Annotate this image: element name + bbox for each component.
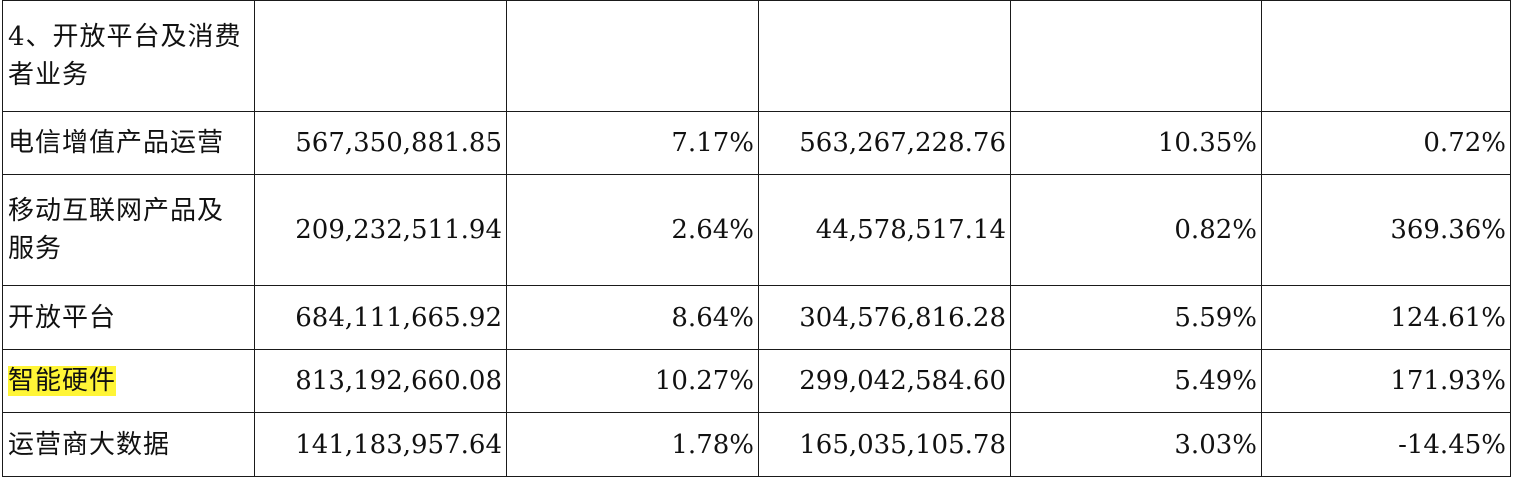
amount-prior: 44,578,517.14 [758, 174, 1011, 286]
ratio-current: 7.17% [506, 111, 759, 175]
section-header-row: 4、开放平台及消费者业务 [2, 0, 1511, 112]
empty-cell [506, 0, 759, 112]
amount-prior: 304,576,816.28 [758, 285, 1011, 350]
table-row: 智能硬件 813,192,660.08 10.27% 299,042,584.6… [2, 349, 1511, 413]
section-title-cell: 4、开放平台及消费者业务 [2, 0, 255, 112]
amount-current: 567,350,881.85 [254, 111, 507, 175]
table-row: 开放平台 684,111,665.92 8.64% 304,576,816.28… [2, 285, 1511, 350]
change-rate: 171.93% [1261, 349, 1511, 413]
change-rate: 0.72% [1261, 111, 1511, 175]
row-label-cell: 智能硬件 [2, 349, 255, 413]
empty-cell [758, 0, 1011, 112]
row-label: 智能硬件 [8, 366, 117, 396]
change-rate: 369.36% [1261, 174, 1511, 286]
empty-cell [1010, 0, 1262, 112]
table-row: 电信增值产品运营 567,350,881.85 7.17% 563,267,22… [2, 111, 1511, 175]
ratio-prior: 5.49% [1010, 349, 1262, 413]
amount-current: 813,192,660.08 [254, 349, 507, 413]
table-row: 运营商大数据 141,183,957.64 1.78% 165,035,105.… [2, 412, 1511, 477]
amount-prior: 165,035,105.78 [758, 412, 1011, 477]
row-label: 开放平台 [2, 285, 255, 350]
ratio-prior: 5.59% [1010, 285, 1262, 350]
ratio-prior: 3.03% [1010, 412, 1262, 477]
ratio-current: 1.78% [506, 412, 759, 477]
amount-prior: 563,267,228.76 [758, 111, 1011, 175]
amount-prior: 299,042,584.60 [758, 349, 1011, 413]
empty-cell [1261, 0, 1511, 112]
amount-current: 141,183,957.64 [254, 412, 507, 477]
ratio-current: 2.64% [506, 174, 759, 286]
empty-cell [254, 0, 507, 112]
section-title: 4、开放平台及消费者业务 [8, 22, 242, 90]
table-row: 移动互联网产品及服务 209,232,511.94 2.64% 44,578,5… [2, 174, 1511, 286]
ratio-prior: 10.35% [1010, 111, 1262, 175]
ratio-prior: 0.82% [1010, 174, 1262, 286]
ratio-current: 8.64% [506, 285, 759, 350]
row-label: 电信增值产品运营 [2, 111, 255, 175]
amount-current: 684,111,665.92 [254, 285, 507, 350]
row-label: 移动互联网产品及服务 [2, 174, 255, 286]
row-label: 运营商大数据 [2, 412, 255, 477]
change-rate: -14.45% [1261, 412, 1511, 477]
ratio-current: 10.27% [506, 349, 759, 413]
amount-current: 209,232,511.94 [254, 174, 507, 286]
change-rate: 124.61% [1261, 285, 1511, 350]
